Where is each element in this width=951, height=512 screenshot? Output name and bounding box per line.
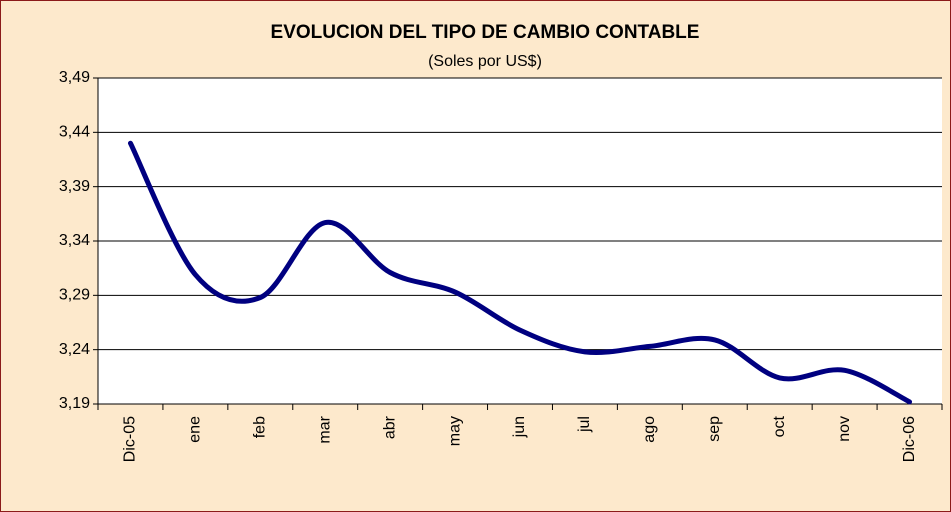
x-tick-label: Dic-06: [901, 416, 918, 462]
x-tick-label: Dic-05: [122, 416, 139, 462]
y-tick-label: 3,44: [59, 124, 90, 141]
x-tick-label: sep: [706, 416, 723, 442]
y-tick-label: 3,29: [59, 287, 90, 304]
x-tick-label: feb: [252, 416, 269, 438]
x-tick-label: abr: [381, 415, 398, 439]
x-tick-label: mar: [316, 415, 333, 443]
x-tick-label: ago: [641, 416, 658, 443]
data-line: [127, 140, 913, 405]
y-tick-label: 3,19: [59, 395, 90, 412]
x-tick-label: jun: [511, 416, 528, 438]
y-tick-label: 3,34: [59, 232, 90, 249]
x-tick-label: may: [446, 416, 463, 446]
x-tick-label: oct: [771, 415, 788, 437]
x-tick-label: jul: [576, 416, 593, 433]
y-tick-label: 3,49: [59, 69, 90, 86]
y-tick-label: 3,39: [59, 178, 90, 195]
chart-title: EVOLUCION DEL TIPO DE CAMBIO CONTABLE: [271, 22, 700, 43]
x-tick-label: nov: [836, 416, 853, 442]
chart-subtitle: (Soles por US$): [428, 53, 542, 70]
y-tick-label: 3,24: [59, 341, 90, 358]
x-tick-label: ene: [187, 416, 204, 443]
